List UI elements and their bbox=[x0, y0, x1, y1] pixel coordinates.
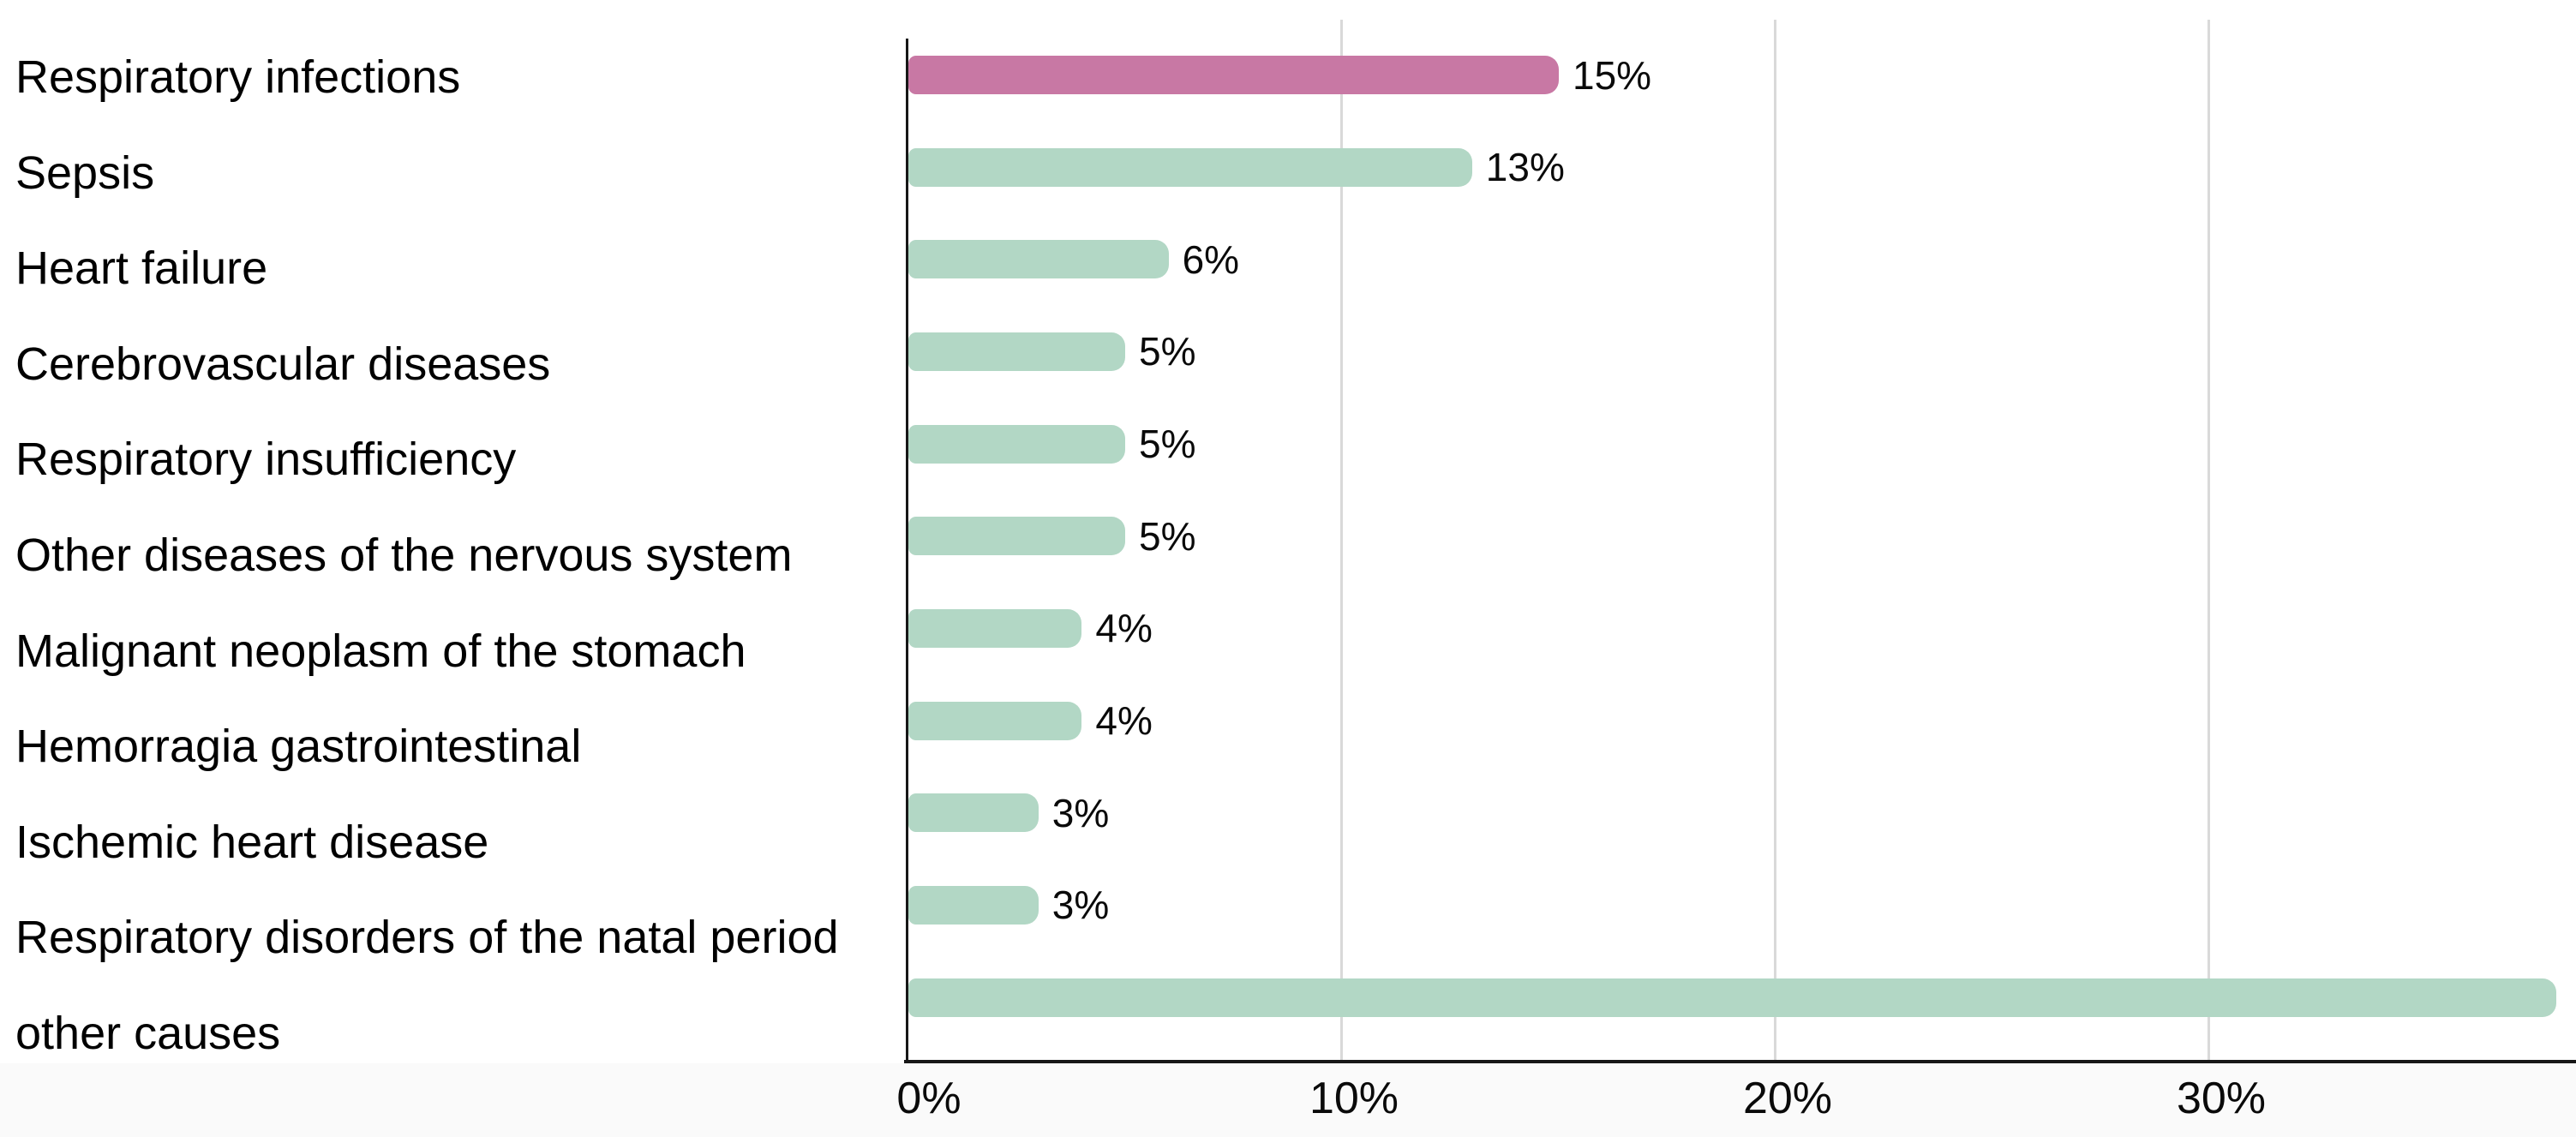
bar-10 bbox=[908, 885, 1039, 925]
bar-4 bbox=[908, 332, 1125, 371]
bar-6 bbox=[908, 517, 1125, 556]
category-label-2: Sepsis bbox=[15, 147, 155, 199]
bar-1 bbox=[908, 56, 1559, 94]
bar-value-label-7: 4% bbox=[1095, 606, 1153, 651]
category-label-7: Malignant neoplasm of the stomach bbox=[15, 625, 746, 677]
bar-8 bbox=[908, 701, 1082, 740]
y-axis-line bbox=[906, 39, 908, 1063]
bar-value-label-3: 6% bbox=[1182, 236, 1240, 282]
bar-value-label-5: 5% bbox=[1139, 422, 1196, 467]
x-tick-label-0pct: 0% bbox=[896, 1074, 962, 1123]
category-label-1: Respiratory infections bbox=[15, 51, 461, 103]
axis-label-strip bbox=[0, 1063, 2576, 1137]
bar-value-label-4: 5% bbox=[1139, 329, 1196, 374]
x-axis-line bbox=[904, 1060, 2576, 1063]
gridline-30pct bbox=[2208, 20, 2210, 1060]
bar-2 bbox=[908, 147, 1472, 187]
gridline-20pct bbox=[1774, 20, 1776, 1060]
bar-value-label-8: 4% bbox=[1095, 698, 1153, 744]
bar-value-label-10: 3% bbox=[1051, 883, 1110, 928]
bar-value-label-2: 13% bbox=[1485, 145, 1565, 190]
category-label-8: Hemorragia gastrointestinal bbox=[15, 721, 582, 773]
category-label-5: Respiratory insufficiency bbox=[15, 434, 517, 486]
bar-5 bbox=[908, 424, 1125, 464]
bar-value-label-9: 3% bbox=[1051, 790, 1110, 835]
category-label-9: Ischemic heart disease bbox=[15, 816, 489, 868]
category-label-3: Heart failure bbox=[15, 242, 268, 295]
x-tick-label-20pct: 20% bbox=[1742, 1074, 1833, 1123]
bar-3 bbox=[908, 240, 1169, 279]
category-label-6: Other diseases of the nervous system bbox=[15, 530, 793, 581]
bar-9 bbox=[908, 793, 1039, 833]
category-label-11: other causes bbox=[15, 1008, 281, 1059]
bar-value-label-6: 5% bbox=[1139, 513, 1196, 559]
bar-7 bbox=[908, 608, 1082, 648]
x-tick-label-30pct: 30% bbox=[2176, 1074, 2267, 1123]
x-tick-label-10pct: 10% bbox=[1309, 1074, 1399, 1123]
category-label-4: Cerebrovascular diseases bbox=[15, 338, 551, 390]
gridline-10pct bbox=[1340, 20, 1343, 1060]
category-label-10: Respiratory disorders of the natal perio… bbox=[15, 912, 839, 964]
bar-11 bbox=[908, 978, 2556, 1017]
bar-value-label-1: 15% bbox=[1573, 52, 1652, 98]
